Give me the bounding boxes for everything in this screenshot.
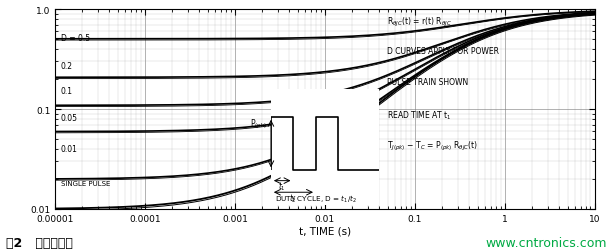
Text: R$_{\theta JC}$(t) = r(t) R$_{\theta JC}$: R$_{\theta JC}$(t) = r(t) R$_{\theta JC}… — [387, 16, 452, 29]
Text: D CURVES APPLY FOR POWER: D CURVES APPLY FOR POWER — [387, 47, 499, 56]
X-axis label: t, TIME (s): t, TIME (s) — [299, 226, 351, 236]
Text: READ TIME AT t$_1$: READ TIME AT t$_1$ — [387, 109, 452, 121]
Text: T$_{J(pk)}$ $-$ T$_C$ = P$_{(pk)}$ R$_{\theta JC}$(t): T$_{J(pk)}$ $-$ T$_C$ = P$_{(pk)}$ R$_{\… — [387, 140, 478, 152]
Text: PULSE TRAIN SHOWN: PULSE TRAIN SHOWN — [387, 78, 468, 87]
Text: D = 0.5: D = 0.5 — [61, 34, 89, 43]
Text: 0.01: 0.01 — [61, 145, 77, 154]
Text: www.cntronics.com: www.cntronics.com — [485, 237, 607, 249]
Text: 0.1: 0.1 — [61, 86, 72, 95]
Text: 0.2: 0.2 — [61, 62, 72, 71]
Text: 0.05: 0.05 — [61, 113, 78, 122]
Text: 图2   热响应曲线: 图2 热响应曲线 — [6, 237, 73, 249]
Text: SINGLE PULSE: SINGLE PULSE — [61, 181, 110, 187]
